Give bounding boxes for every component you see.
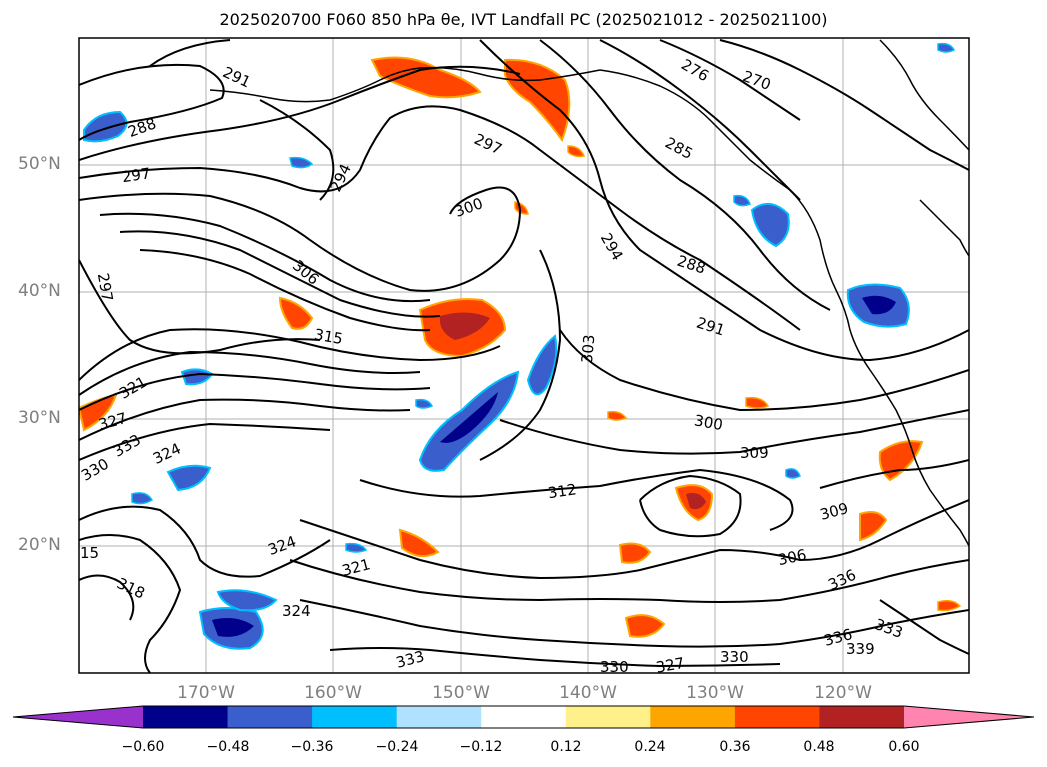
colorbar-outline — [12, 705, 1035, 729]
contour-label: 324 — [282, 602, 311, 620]
lon-label-160w: 160°W — [304, 683, 362, 703]
lat-label-50n: 50°N — [18, 154, 61, 174]
contour-label: 309 — [740, 444, 769, 462]
colorbar-tick: 0.60 — [888, 739, 920, 755]
colorbar-segment — [565, 706, 651, 728]
contour-label: 327 — [655, 654, 686, 677]
lon-label-130w: 130°W — [686, 683, 744, 703]
colorbar-tick: 0.12 — [550, 739, 582, 755]
contour-label: 297 — [94, 272, 117, 303]
contour-label: 303 — [578, 334, 598, 364]
contour-label: 15 — [80, 544, 99, 562]
colorbar — [12, 705, 1035, 729]
contour-label: 330 — [720, 648, 749, 666]
contour-label: 312 — [547, 480, 578, 502]
contour-label: 339 — [846, 640, 875, 658]
colorbar-tick: −0.24 — [375, 739, 419, 755]
contour-label: 330 — [600, 658, 629, 676]
lon-label-120w: 120°W — [814, 683, 872, 703]
map-area — [79, 38, 969, 673]
colorbar-tick: 0.36 — [719, 739, 751, 755]
colorbar-tick: −0.12 — [459, 739, 503, 755]
negative-correlation-shading — [83, 42, 956, 650]
colorbar-segment — [312, 706, 398, 728]
contour-label: 297 — [121, 164, 152, 186]
coastlines — [209, 39, 969, 547]
colorbar-segment — [396, 706, 482, 728]
colorbar-tick: −0.60 — [121, 739, 165, 755]
colorbar-tick: −0.36 — [290, 739, 334, 755]
colorbar-tick: 0.48 — [803, 739, 835, 755]
lat-label-40n: 40°N — [18, 281, 61, 301]
lat-label-30n: 30°N — [18, 408, 61, 428]
lon-label-170w: 170°W — [177, 683, 235, 703]
colorbar-segment — [481, 706, 567, 728]
colorbar-segment — [143, 706, 229, 728]
theta-e-contours — [79, 39, 969, 673]
map-frame — [78, 37, 970, 674]
map-title: 2025020700 F060 850 hPa θe, IVT Landfall… — [219, 10, 828, 29]
colorbar-extend-min — [13, 706, 143, 728]
lon-label-150w: 150°W — [432, 683, 490, 703]
lon-label-140w: 140°W — [559, 683, 617, 703]
contour-label: 300 — [693, 411, 724, 434]
contour-label: 306 — [776, 546, 808, 570]
colorbar-segment — [227, 706, 313, 728]
colorbar-segment — [650, 706, 736, 728]
colorbar-tick: −0.48 — [206, 739, 250, 755]
positive-correlation-shading — [79, 56, 962, 638]
colorbar-segment — [734, 706, 820, 728]
contour-label: 315 — [313, 325, 344, 348]
colorbar-tick: 0.24 — [634, 739, 666, 755]
colorbar-segment — [819, 706, 905, 728]
colorbar-extend-max — [904, 706, 1034, 728]
lat-label-20n: 20°N — [18, 535, 61, 555]
